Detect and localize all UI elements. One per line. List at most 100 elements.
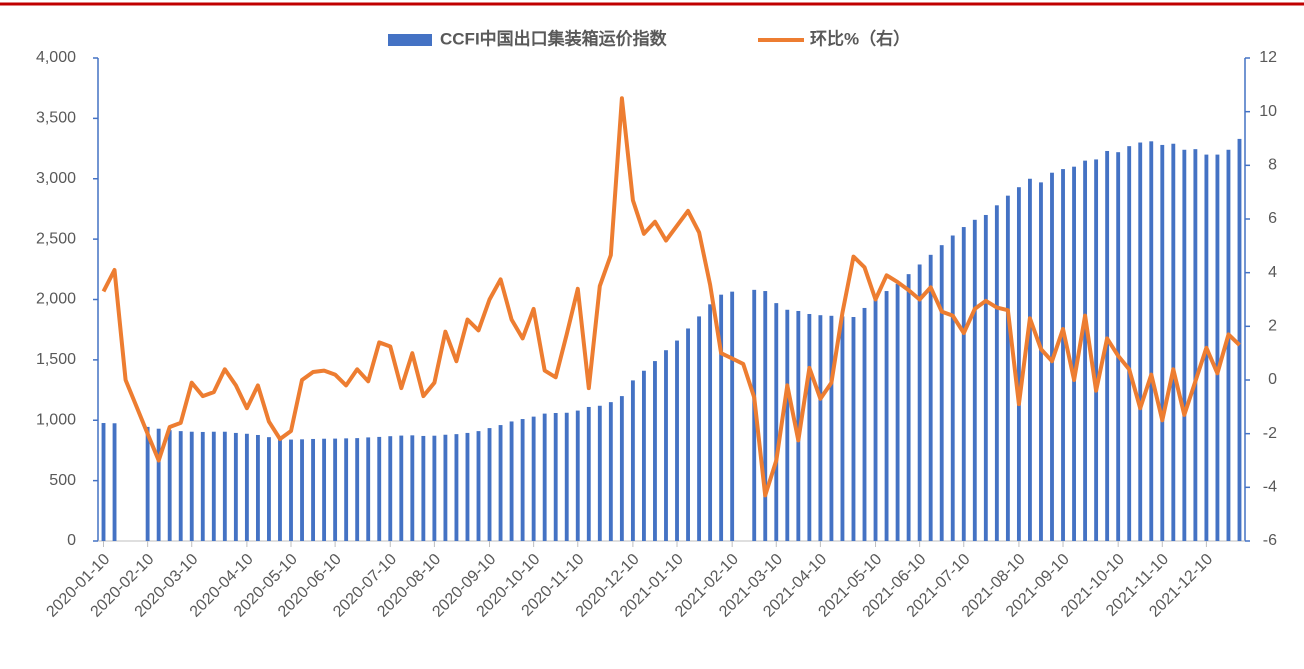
bar [1138, 142, 1143, 541]
bar [553, 413, 558, 541]
y-tick-label: 1,500 [36, 351, 76, 368]
bar [1160, 144, 1165, 541]
bar [796, 310, 801, 541]
bar [818, 315, 823, 541]
bar [233, 432, 238, 541]
bar [1116, 152, 1121, 541]
bar [542, 413, 547, 541]
bar [443, 434, 448, 541]
bar [807, 313, 812, 541]
bar [278, 438, 282, 541]
bar [432, 435, 437, 541]
bar [222, 431, 227, 541]
y2-tick-label: -2 [1263, 425, 1277, 442]
bar [983, 214, 988, 541]
y2-tick-label: 6 [1268, 210, 1277, 227]
y2-tick-label: 12 [1259, 49, 1277, 66]
bar [851, 317, 856, 541]
bar [840, 316, 845, 541]
bar [697, 316, 702, 541]
bar [1072, 166, 1076, 542]
bar [211, 431, 216, 541]
bar [101, 423, 106, 541]
bar [586, 406, 591, 541]
bar [608, 402, 613, 541]
bar [928, 254, 933, 541]
bar [961, 227, 966, 542]
bar [906, 274, 911, 541]
y2-tick-label: 4 [1268, 264, 1277, 281]
bar [1215, 154, 1220, 541]
bar [1061, 169, 1065, 541]
bar [686, 328, 690, 541]
bar [641, 370, 646, 541]
bar [774, 303, 779, 541]
bar [597, 405, 602, 541]
bar [454, 434, 459, 541]
bar [1094, 159, 1099, 541]
bar [653, 361, 657, 541]
bar [531, 416, 536, 541]
bar [763, 291, 768, 541]
legend-swatch [388, 34, 432, 46]
bar [972, 219, 977, 541]
bar [1237, 138, 1242, 541]
bar [178, 431, 183, 541]
bar [1171, 143, 1176, 542]
bar [575, 410, 580, 541]
bar [862, 307, 867, 541]
bar [895, 283, 900, 541]
bar [421, 435, 426, 541]
bar [1193, 149, 1198, 541]
y-tick-label: 2,500 [36, 230, 76, 247]
bar [884, 291, 889, 541]
bar [564, 412, 569, 541]
bar [917, 264, 922, 541]
y-tick-label: 500 [49, 472, 76, 489]
bar [388, 436, 393, 541]
y-tick-label: 1,000 [36, 411, 76, 428]
y-tick-label: 4,000 [36, 49, 76, 66]
bar [167, 430, 172, 541]
bar [950, 235, 955, 541]
bar [333, 438, 338, 541]
bar [994, 205, 999, 541]
bar [730, 291, 735, 541]
bar [366, 437, 371, 541]
y-tick-label: 0 [67, 532, 76, 549]
bar [300, 439, 304, 541]
bar [267, 437, 271, 541]
bar [255, 434, 260, 541]
y-tick-label: 2,000 [36, 291, 76, 308]
legend-label: 环比%（右） [810, 28, 910, 48]
bar [708, 304, 713, 541]
bar [509, 421, 514, 541]
y2-tick-label: -6 [1263, 532, 1277, 549]
bar [1226, 149, 1231, 541]
bar [1039, 182, 1043, 541]
bar [939, 245, 944, 541]
bar [1005, 195, 1010, 541]
bar [244, 433, 249, 541]
bar [873, 299, 878, 541]
bar [1182, 149, 1187, 541]
bar [520, 419, 525, 541]
bar [476, 431, 481, 541]
bar [377, 436, 382, 541]
bar [344, 438, 349, 541]
line [101, 96, 1241, 498]
bar [664, 350, 668, 541]
bar [1083, 160, 1088, 541]
bar [829, 315, 834, 541]
bar [399, 435, 404, 541]
bar [1127, 146, 1132, 541]
bar [1149, 141, 1154, 541]
bar [112, 423, 117, 541]
bar [630, 380, 635, 541]
bar [145, 426, 150, 541]
y-tick-label: 3,500 [36, 110, 76, 127]
bar [487, 428, 492, 541]
y2-tick-label: -4 [1263, 479, 1277, 496]
bar [189, 431, 194, 541]
